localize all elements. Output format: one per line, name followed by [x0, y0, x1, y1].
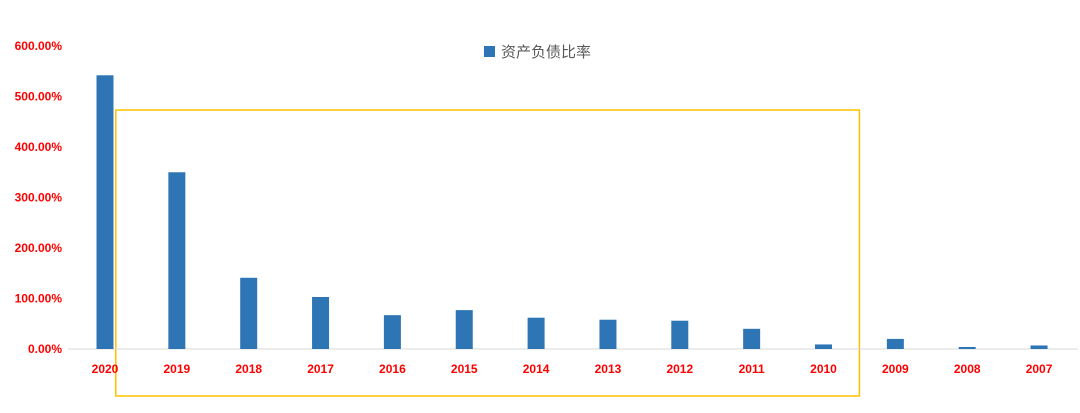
y-tick-label: 0.00%	[28, 342, 62, 356]
x-tick-label: 2017	[307, 362, 334, 376]
x-tick-label: 2016	[379, 362, 406, 376]
y-axis-ticks: 0.00% 100.00% 200.00% 300.00% 400.00% 500.00%…	[15, 39, 63, 356]
highlight-box	[115, 109, 861, 397]
x-tick-label: 2011	[739, 362, 765, 376]
x-tick-label: 2007	[1026, 362, 1053, 376]
highlight-layer	[115, 109, 861, 397]
legend: 资产负债比率	[484, 43, 591, 61]
x-tick-label: 2014	[523, 362, 550, 376]
bar-2019	[168, 172, 186, 349]
x-tick-label: 2019	[163, 362, 190, 376]
bar-2016	[383, 315, 401, 349]
x-tick-label: 2012	[666, 362, 693, 376]
y-tick-label: 400.00%	[15, 140, 63, 154]
x-tick-label: 2015	[451, 362, 478, 376]
legend-label: 资产负债比率	[501, 43, 591, 61]
bar-2010	[815, 344, 832, 349]
bar-2020	[96, 75, 114, 349]
x-tick-label: 2010	[810, 362, 837, 376]
legend-swatch	[484, 46, 495, 57]
y-tick-label: 500.00%	[15, 90, 63, 104]
bar-2017	[312, 296, 330, 349]
bar-2007	[1030, 345, 1048, 349]
x-tick-label: 2009	[882, 362, 909, 376]
x-tick-label: 2008	[954, 362, 981, 376]
x-tick-label: 2020	[92, 362, 119, 376]
y-tick-label: 200.00%	[15, 241, 63, 255]
x-tick-label: 2018	[235, 362, 262, 376]
y-tick-label: 600.00%	[15, 39, 63, 53]
bar-2011	[743, 328, 761, 349]
bar-2015	[455, 310, 473, 349]
bar-2008	[958, 346, 976, 349]
bar-2013	[599, 319, 617, 349]
x-tick-label: 2013	[595, 362, 622, 376]
y-tick-label: 100.00%	[15, 292, 63, 306]
bar-2018	[240, 277, 258, 349]
x-axis-ticks: 2020 2019 2018 2017 2016 2015 2014 2013 2012 2011…	[92, 362, 1053, 376]
bars	[96, 75, 1048, 349]
y-tick-label: 300.00%	[15, 191, 63, 205]
bar-2009	[886, 338, 904, 349]
bar-2012	[671, 320, 689, 349]
bar-2014	[527, 317, 545, 349]
